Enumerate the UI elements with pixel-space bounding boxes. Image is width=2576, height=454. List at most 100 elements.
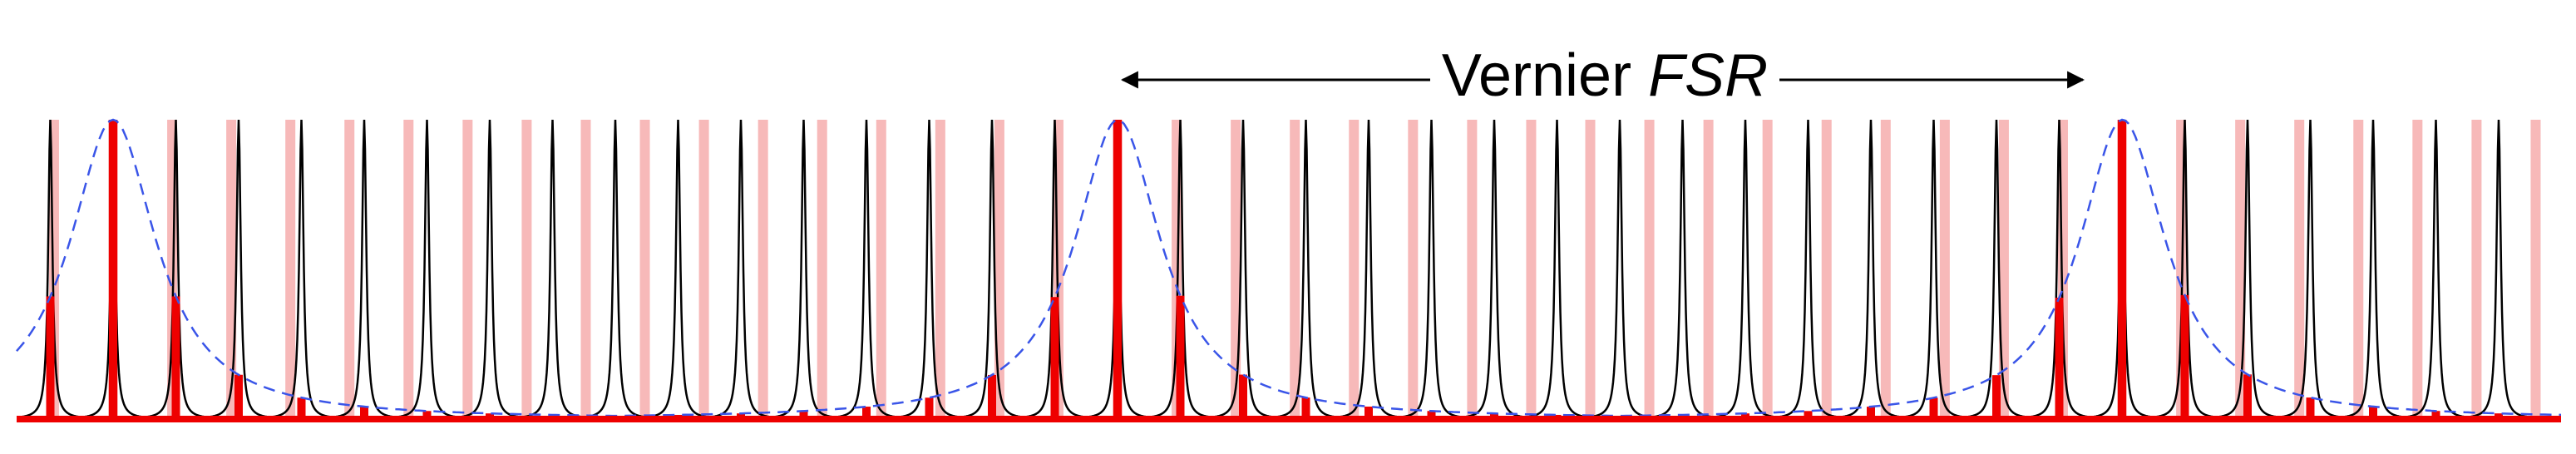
product-bar [2306,397,2315,419]
comb-a-peak [585,119,646,418]
comb-b-line [1703,120,1714,419]
comb-a-peak [333,119,395,418]
comb-b-line [698,120,709,419]
comb-b-line [2412,120,2423,419]
comb-a-peak [1966,119,2027,418]
product-bar [862,407,871,419]
comb-b-line [1644,120,1655,419]
comb-b-line [2235,120,2246,419]
comb-b-line [580,120,591,419]
product-bar [2369,406,2377,419]
product-bar [1301,397,1310,419]
comb-a-peak [2217,119,2278,418]
comb-a-peak [1150,119,1211,418]
comb-a-peak [20,119,81,418]
comb-a-peak [961,119,1023,418]
comb-a-peak [2029,119,2090,418]
product-bar [1992,375,2001,419]
comb-a-peak [146,119,206,418]
comb-b-line [1585,120,1596,419]
comb-b-line [876,120,886,419]
comb-a-peak [459,119,521,418]
product-bar [1050,297,1059,419]
product-bar [297,397,306,419]
product-bar [988,374,996,419]
product-bar [925,397,934,419]
comb-b-line [1880,120,1891,419]
product-bar [1929,397,1938,419]
comb-a-peak [2342,119,2404,418]
product-bar [1176,295,1185,419]
product-bar [171,296,180,419]
label: Vernier FSR [1442,42,1768,109]
product-bars [46,120,2503,420]
comb-b-line [1526,120,1537,419]
product-bar [360,407,368,419]
comb-b-line [1821,120,1832,419]
comb-a-peak [836,119,897,418]
product-bar [2180,294,2189,419]
comb-a-peak [1589,119,1651,418]
product-bar [422,411,432,419]
product-bar [2431,411,2440,419]
comb-b-line [2471,120,2482,419]
comb-a-peak [2280,119,2341,418]
product-bar [234,374,243,419]
comb-a-peak [1401,119,1462,418]
comb-a-peak [1903,119,1964,418]
comb-a-peak [208,119,269,418]
product-bar [46,296,55,419]
comb-b-line [758,120,768,419]
comb-a-peak [648,119,708,418]
comb-b-line [2353,120,2364,419]
product-bar [2118,120,2126,420]
comb-b-line [1762,120,1773,419]
comb-b-line [639,120,650,419]
comb-b [48,120,2541,419]
comb-b-line [2530,120,2541,419]
comb-a-peak [1840,119,1902,418]
comb-b-line [817,120,827,419]
comb-a-peak [1212,119,1274,418]
product-bar [1364,406,1373,419]
product-bar [109,120,117,419]
envelope [16,118,2561,417]
label-text: Vernier [1442,42,1631,109]
product-bar [1239,374,1247,419]
comb-b-line [1231,120,1241,419]
comb-b-line [344,120,355,419]
label-italic: FSR [1648,42,1768,109]
comb-a-peak [1087,119,1148,418]
comb-a-peak [2406,119,2466,418]
product-bar [1113,120,1122,420]
product-bar [1427,411,1436,419]
product-bar [1804,411,1813,419]
product-bar [2243,374,2252,419]
comb-b-line [994,120,1004,419]
comb-b-line [226,120,237,419]
comb-b-line [935,120,945,419]
comb-a-peak [1024,119,1085,418]
comb-b-line [285,120,296,419]
comb-b-line [2294,120,2305,419]
comb-b-line [1939,120,1950,419]
comb-b-line [1290,120,1300,419]
comb-b-line [462,120,473,419]
comb-a-peak [2468,119,2529,418]
comb-a [20,119,2529,418]
comb-a-peak [899,119,960,418]
comb-b-line [1408,120,1419,419]
comb-a-peak [1527,119,1587,418]
comb-b-line [1467,120,1478,419]
comb-b-line [1998,120,2009,419]
comb-a-peak [1338,119,1399,418]
product-bar [2055,298,2064,419]
comb-a-peak [1276,119,1336,418]
comb-b-line [403,120,414,419]
product-bar [799,411,808,419]
comb-a-peak [773,119,834,418]
comb-a-peak [397,119,457,418]
comb-a-peak [2154,119,2215,418]
